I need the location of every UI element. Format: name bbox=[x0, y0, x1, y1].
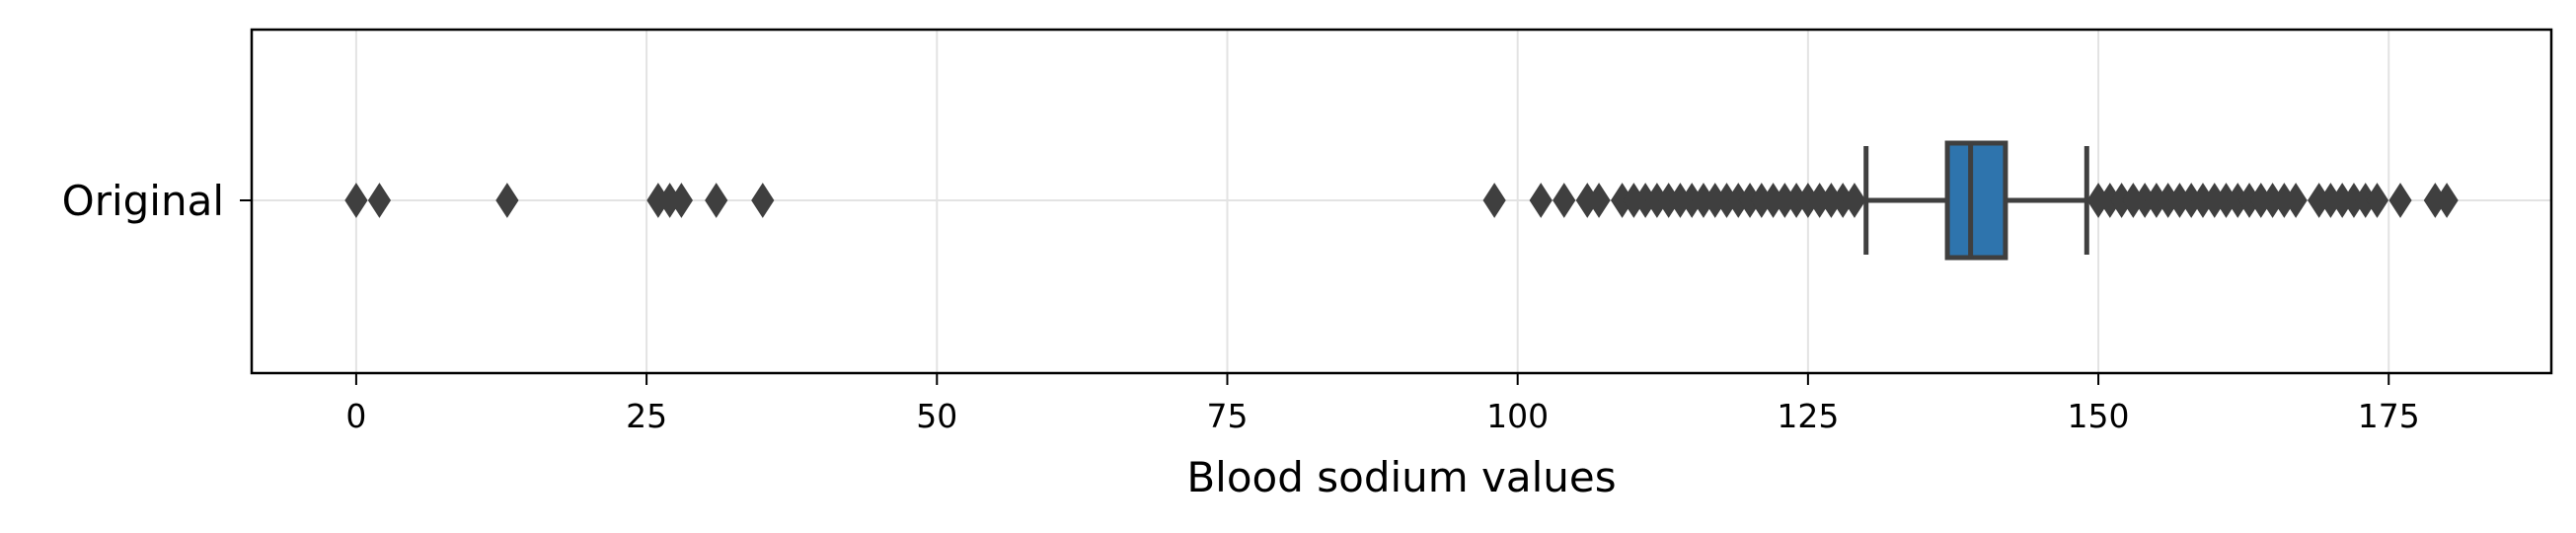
x-tick-label: 150 bbox=[2068, 397, 2130, 435]
outlier-point bbox=[1553, 183, 1576, 218]
x-tick-label: 100 bbox=[1486, 397, 1549, 435]
outlier-point bbox=[344, 183, 368, 218]
outlier-point bbox=[2388, 183, 2412, 218]
outlier-point bbox=[495, 183, 519, 218]
x-tick-label: 125 bbox=[1777, 397, 1839, 435]
box-iqr bbox=[1944, 140, 2008, 261]
outlier-point bbox=[2284, 183, 2308, 218]
category-label: Original bbox=[62, 177, 224, 225]
outlier-point bbox=[705, 183, 728, 218]
outlier-point bbox=[1587, 183, 1611, 218]
x-tick-label: 175 bbox=[2358, 397, 2420, 435]
outlier-point bbox=[2435, 183, 2459, 218]
outlier-point bbox=[367, 183, 392, 218]
x-tick-label: 50 bbox=[916, 397, 957, 435]
outlier-point bbox=[1529, 183, 1553, 218]
outlier-point bbox=[751, 183, 775, 218]
x-tick-label: 0 bbox=[345, 397, 366, 435]
outlier-point bbox=[1843, 183, 1866, 218]
outlier-point bbox=[1482, 183, 1506, 218]
outlier-point bbox=[669, 183, 693, 218]
outlier-layer bbox=[344, 183, 2459, 218]
axis-ticks: 0 25 50 75 100 125 150 175 Original bbox=[62, 177, 2420, 435]
box-layer bbox=[1863, 140, 2089, 261]
outlier-point bbox=[2365, 183, 2389, 218]
x-axis-title: Blood sodium values bbox=[1186, 453, 1616, 501]
x-tick-label: 75 bbox=[1206, 397, 1248, 435]
x-tick-label: 25 bbox=[626, 397, 667, 435]
